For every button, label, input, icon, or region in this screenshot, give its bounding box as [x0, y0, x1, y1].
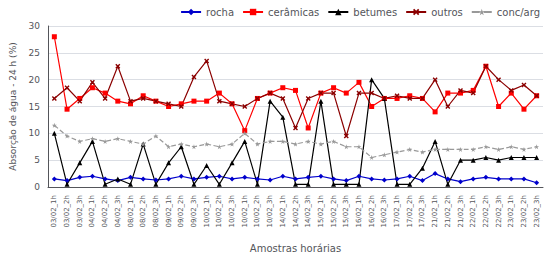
svg-text:03/02_3h: 03/02_3h [76, 195, 84, 228]
svg-text:17/02_2h: 17/02_2h [406, 195, 414, 228]
svg-text:10/02_2h: 10/02_2h [215, 195, 223, 228]
svg-text:16/02_2h: 16/02_2h [368, 195, 376, 228]
svg-text:22/02_1h: 22/02_1h [469, 195, 477, 228]
svg-text:09/02_2h: 09/02_2h [177, 195, 185, 228]
svg-text:10/02_3h: 10/02_3h [266, 195, 274, 228]
svg-text:21/02_2h: 21/02_2h [444, 195, 452, 228]
svg-text:16/02_1h: 16/02_1h [355, 195, 363, 228]
svg-text:10/02_1h: 10/02_1h [241, 195, 249, 228]
svg-text:22/02_3h: 22/02_3h [495, 195, 503, 228]
svg-text:5: 5 [34, 155, 40, 165]
svg-text:betumes: betumes [353, 7, 397, 18]
svg-text:conc/arg: conc/arg [497, 7, 540, 18]
svg-text:Absorção de água - 24 h (%): Absorção de água - 24 h (%) [8, 42, 18, 170]
svg-text:14/02_3h: 14/02_3h [304, 195, 312, 228]
svg-text:30: 30 [29, 21, 41, 31]
svg-text:16/02_3h: 16/02_3h [380, 195, 388, 228]
svg-text:04/02_1h: 04/02_1h [88, 195, 96, 228]
svg-text:23/02_3h: 23/02_3h [533, 195, 541, 228]
svg-text:03/02_2h: 03/02_2h [63, 195, 71, 228]
svg-text:08/02_1h: 08/02_1h [127, 195, 135, 228]
svg-text:21/02_3h: 21/02_3h [457, 195, 465, 228]
svg-text:23/02_2h: 23/02_2h [520, 195, 528, 228]
svg-text:10/02_1h: 10/02_1h [203, 195, 211, 228]
svg-text:03/02_1h: 03/02_1h [50, 195, 58, 228]
svg-text:15/02_3h: 15/02_3h [342, 195, 350, 228]
svg-text:14/02_1h: 14/02_1h [279, 195, 287, 228]
svg-text:08/02_3h: 08/02_3h [152, 195, 160, 228]
svg-text:17/02_1h: 17/02_1h [393, 195, 401, 228]
svg-text:04/02_2h: 04/02_2h [101, 195, 109, 228]
svg-text:Amostras horárias: Amostras horárias [250, 243, 341, 254]
svg-text:23/02_1h: 23/02_1h [507, 195, 515, 228]
svg-text:15/02_1h: 15/02_1h [317, 195, 325, 228]
svg-text:09/02_1h: 09/02_1h [165, 195, 173, 228]
svg-text:21/02_1h: 21/02_1h [431, 195, 439, 228]
svg-text:09/02_3h: 09/02_3h [190, 195, 198, 228]
svg-text:08/02_2h: 08/02_2h [139, 195, 147, 228]
svg-text:04/02_3h: 04/02_3h [114, 195, 122, 228]
svg-text:15/02_2h: 15/02_2h [330, 195, 338, 228]
svg-text:17/02_3h: 17/02_3h [418, 195, 426, 228]
svg-text:15: 15 [29, 102, 40, 112]
svg-text:14/02_2h: 14/02_2h [292, 195, 300, 228]
svg-text:rocha: rocha [206, 7, 234, 18]
svg-text:20: 20 [29, 75, 41, 85]
svg-text:10/02_2h: 10/02_2h [253, 195, 261, 228]
svg-text:0: 0 [34, 182, 40, 192]
svg-text:10/02_3h: 10/02_3h [228, 195, 236, 228]
svg-text:outros: outros [431, 7, 463, 18]
svg-text:25: 25 [29, 48, 40, 58]
svg-text:cerâmicas: cerâmicas [268, 7, 319, 18]
svg-text:10: 10 [29, 128, 41, 138]
svg-text:22/02_2h: 22/02_2h [482, 195, 490, 228]
